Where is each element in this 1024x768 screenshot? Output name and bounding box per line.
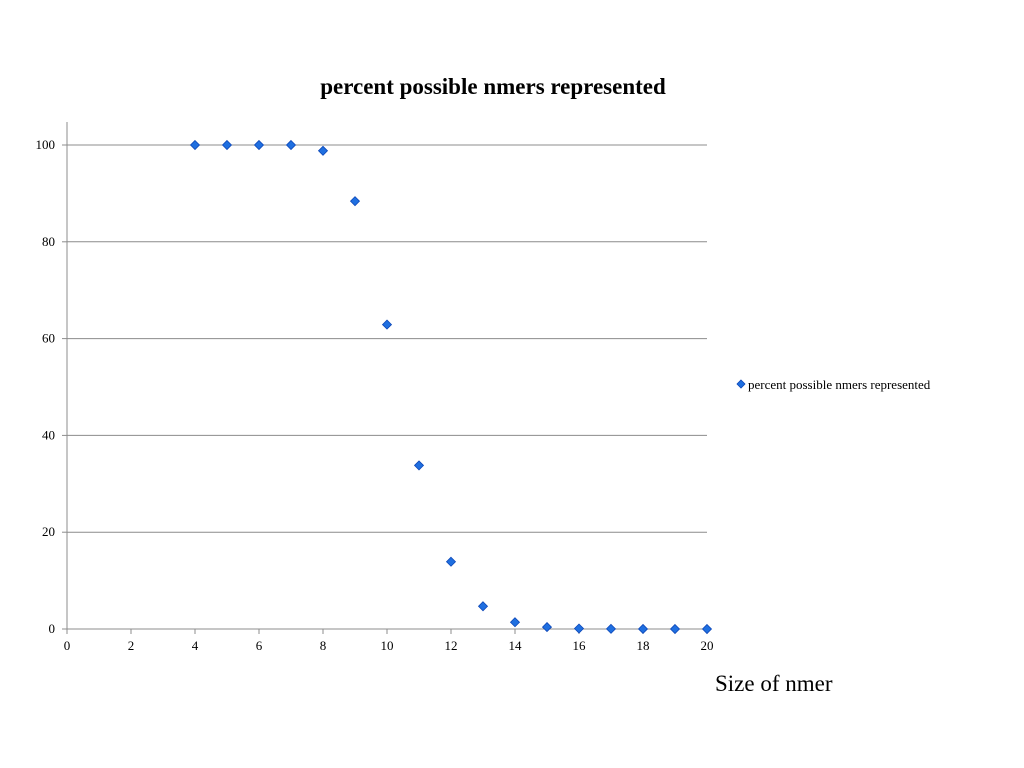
y-tick-label: 0 (49, 621, 56, 636)
x-tick-label: 0 (64, 638, 71, 653)
y-tick-label: 20 (42, 524, 55, 539)
x-tick-label: 20 (701, 638, 714, 653)
legend: percent possible nmers represented (736, 377, 931, 392)
data-point (669, 623, 681, 635)
x-tick-label: 4 (192, 638, 199, 653)
data-point (637, 623, 649, 635)
data-points (189, 139, 713, 635)
x-tick-label: 14 (509, 638, 523, 653)
legend-marker (736, 379, 746, 389)
data-point (509, 617, 521, 628)
x-tick-label: 12 (445, 638, 458, 653)
y-tick-label: 100 (36, 137, 56, 152)
axes (62, 122, 708, 634)
chart-title: percent possible nmers represented (320, 74, 666, 99)
data-point (285, 139, 297, 151)
data-point (349, 196, 361, 207)
data-point (701, 623, 713, 635)
x-axis-label: Size of nmer (715, 671, 833, 696)
data-point (477, 601, 489, 612)
y-tick-label: 60 (42, 331, 55, 346)
y-tick-label: 40 (42, 427, 55, 442)
x-tick-label: 6 (256, 638, 263, 653)
x-tick-labels: 0 2 4 6 8 10 12 14 16 18 20 (64, 638, 714, 653)
x-tick-label: 18 (637, 638, 650, 653)
x-tick-label: 2 (128, 638, 135, 653)
data-point (381, 319, 393, 330)
data-point (605, 623, 617, 634)
gridlines (67, 144, 707, 533)
legend-label: percent possible nmers represented (748, 377, 931, 392)
data-point (317, 145, 329, 156)
data-point (413, 460, 425, 471)
data-point (189, 139, 201, 151)
data-point (445, 556, 457, 567)
data-point (221, 139, 233, 151)
y-tick-labels: 0 20 40 60 80 100 (36, 137, 56, 636)
data-point (573, 623, 585, 634)
data-point (541, 621, 553, 633)
y-tick-label: 80 (42, 234, 55, 249)
x-tick-label: 10 (381, 638, 394, 653)
x-tick-label: 16 (573, 638, 587, 653)
x-tick-label: 8 (320, 638, 327, 653)
data-point (253, 139, 265, 151)
